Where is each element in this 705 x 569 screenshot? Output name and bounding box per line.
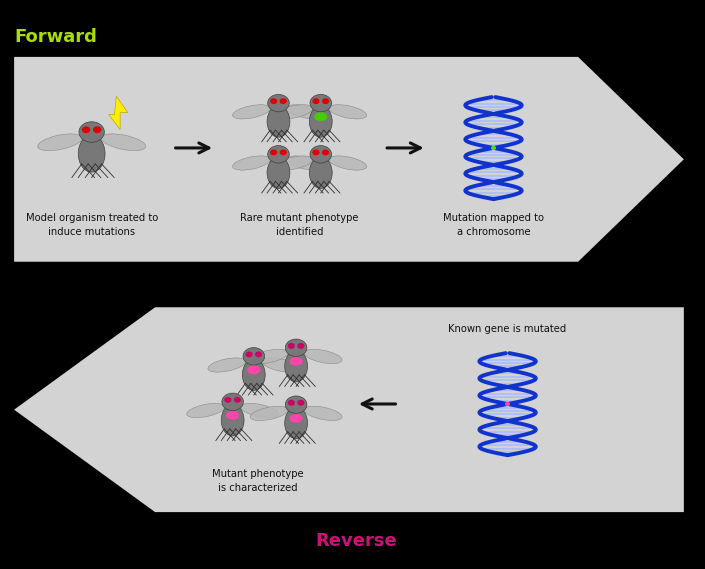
- Ellipse shape: [309, 106, 332, 137]
- Circle shape: [245, 352, 252, 357]
- Ellipse shape: [221, 405, 244, 436]
- Ellipse shape: [101, 134, 146, 151]
- Circle shape: [93, 126, 102, 133]
- Ellipse shape: [275, 156, 313, 170]
- Circle shape: [268, 146, 289, 163]
- Circle shape: [312, 98, 319, 104]
- Ellipse shape: [247, 365, 260, 374]
- Circle shape: [280, 98, 287, 104]
- Circle shape: [322, 150, 329, 155]
- Ellipse shape: [37, 134, 82, 151]
- Ellipse shape: [329, 105, 367, 119]
- Polygon shape: [14, 307, 684, 512]
- Polygon shape: [14, 57, 684, 262]
- Circle shape: [298, 400, 305, 406]
- Ellipse shape: [233, 156, 271, 170]
- Ellipse shape: [285, 351, 307, 382]
- Circle shape: [280, 150, 287, 155]
- Circle shape: [255, 352, 262, 357]
- Circle shape: [288, 400, 295, 406]
- Ellipse shape: [78, 135, 105, 172]
- Ellipse shape: [304, 406, 342, 420]
- Circle shape: [82, 126, 90, 133]
- Ellipse shape: [286, 156, 324, 170]
- Circle shape: [286, 339, 307, 356]
- Ellipse shape: [285, 407, 307, 439]
- Circle shape: [270, 150, 277, 155]
- Ellipse shape: [226, 411, 239, 420]
- Circle shape: [288, 343, 295, 349]
- Text: Known gene is mutated: Known gene is mutated: [448, 324, 567, 335]
- Text: Model organism treated to
induce mutations: Model organism treated to induce mutatio…: [25, 213, 158, 237]
- Text: Rare mutant phenotype
identified: Rare mutant phenotype identified: [240, 213, 359, 237]
- Circle shape: [298, 343, 305, 349]
- Circle shape: [268, 94, 289, 112]
- Circle shape: [222, 393, 243, 411]
- Ellipse shape: [304, 349, 342, 364]
- Ellipse shape: [267, 106, 290, 137]
- Ellipse shape: [250, 349, 288, 364]
- Ellipse shape: [290, 357, 302, 366]
- Circle shape: [234, 397, 241, 403]
- Text: Forward: Forward: [14, 27, 97, 46]
- Ellipse shape: [286, 105, 324, 119]
- Text: Reverse: Reverse: [315, 532, 397, 550]
- Text: Mutant phenotype
is characterized: Mutant phenotype is characterized: [212, 469, 303, 493]
- Circle shape: [310, 146, 331, 163]
- Ellipse shape: [250, 406, 288, 420]
- Ellipse shape: [262, 358, 300, 372]
- Ellipse shape: [329, 156, 367, 170]
- Ellipse shape: [267, 157, 290, 188]
- Ellipse shape: [290, 414, 302, 423]
- Ellipse shape: [187, 403, 225, 418]
- Polygon shape: [109, 96, 128, 130]
- Circle shape: [312, 150, 319, 155]
- Circle shape: [322, 98, 329, 104]
- Text: Mutation mapped to
a chromosome: Mutation mapped to a chromosome: [443, 213, 544, 237]
- Circle shape: [79, 122, 104, 142]
- Ellipse shape: [240, 403, 278, 418]
- Circle shape: [286, 396, 307, 414]
- Circle shape: [270, 98, 277, 104]
- Ellipse shape: [314, 112, 327, 121]
- Circle shape: [224, 397, 231, 403]
- Ellipse shape: [233, 105, 271, 119]
- Ellipse shape: [275, 105, 313, 119]
- Ellipse shape: [208, 358, 246, 372]
- Ellipse shape: [243, 359, 265, 390]
- Circle shape: [310, 94, 331, 112]
- Ellipse shape: [309, 157, 332, 188]
- Circle shape: [243, 348, 264, 365]
